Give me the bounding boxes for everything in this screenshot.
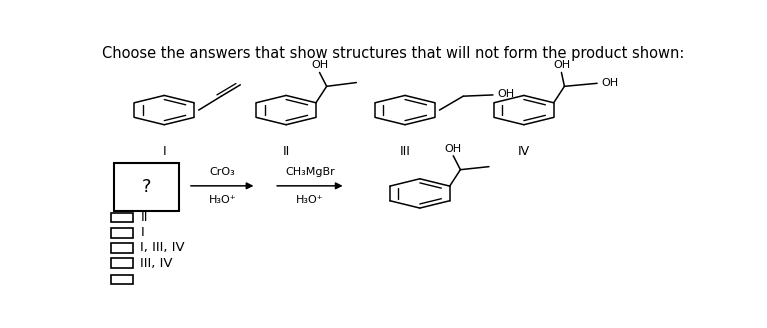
Text: OH: OH [553, 60, 570, 71]
Text: H₃O⁺: H₃O⁺ [296, 195, 324, 205]
Text: OH: OH [601, 77, 619, 88]
Text: I, III, IV: I, III, IV [140, 241, 185, 255]
Bar [110, 275, 133, 284]
Text: I: I [163, 145, 166, 158]
Text: OH: OH [445, 144, 462, 154]
Text: I: I [140, 226, 144, 239]
Text: II: II [282, 145, 290, 158]
Bar [110, 243, 133, 253]
Text: III, IV: III, IV [140, 256, 173, 270]
Text: II: II [140, 211, 148, 224]
Text: CH₃MgBr: CH₃MgBr [285, 167, 334, 177]
Text: OH: OH [498, 89, 515, 99]
Bar [110, 228, 133, 237]
Text: H₃O⁺: H₃O⁺ [209, 195, 236, 205]
Text: III: III [400, 145, 410, 158]
Bar [110, 213, 133, 222]
Bar [114, 163, 179, 211]
Bar [110, 258, 133, 268]
Text: OH: OH [311, 60, 328, 71]
Text: IV: IV [518, 145, 530, 158]
Text: Choose the answers that show structures that will not form the product shown:: Choose the answers that show structures … [102, 46, 684, 61]
Text: CrO₃: CrO₃ [209, 167, 235, 177]
Text: ?: ? [142, 178, 151, 196]
